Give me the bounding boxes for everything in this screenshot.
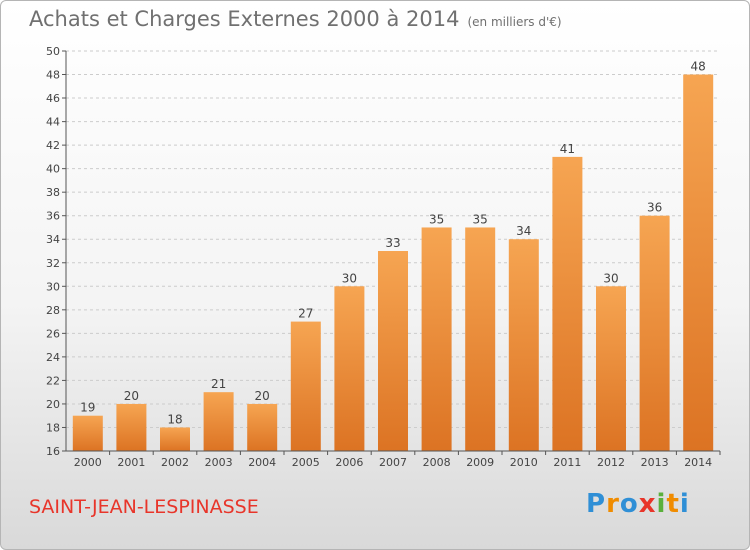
bar-2007	[378, 251, 408, 451]
x-tick-label: 2009	[466, 456, 494, 469]
value-label-2008: 35	[429, 212, 444, 226]
logo-letter: r	[606, 489, 620, 519]
bar-2000	[72, 415, 103, 451]
bar-2013	[639, 215, 670, 451]
bars: 19 20 18 21 20 27 30 33 35 35 34 41 30 36 48	[72, 60, 714, 451]
axes: 16 18 20 22 24 26 28 30 32 34 36 38 40 42 44 46 48 50 2000…	[46, 45, 721, 469]
value-label-2006: 30	[342, 271, 357, 285]
chart-subtitle: (en milliers d'€)	[467, 15, 562, 29]
y-tick-label: 38	[46, 186, 60, 199]
x-tick-label: 2002	[161, 456, 189, 469]
logo-letter: o	[619, 489, 639, 519]
value-label-2002: 18	[167, 412, 182, 426]
bar-2003	[203, 392, 234, 451]
y-tick-label: 26	[46, 327, 60, 340]
value-label-2003: 21	[211, 377, 226, 391]
y-tick-label: 34	[46, 233, 60, 246]
value-label-2013: 36	[647, 201, 662, 215]
y-tick-label: 24	[46, 351, 60, 364]
bar-2001	[116, 403, 147, 451]
bar-2006	[334, 286, 365, 451]
x-tick-label: 2000	[74, 456, 102, 469]
value-label-2010: 34	[516, 224, 531, 238]
y-tick-label: 22	[46, 374, 60, 387]
y-tick-label: 18	[46, 421, 60, 434]
x-tick-label: 2010	[510, 456, 538, 469]
logo-letter: x	[638, 489, 657, 519]
y-tick-label: 32	[46, 257, 60, 270]
chart-title: Achats et Charges Externes 2000 à 2014	[29, 7, 460, 31]
bar-2010	[508, 239, 539, 451]
value-label-2012: 30	[603, 271, 618, 285]
bar-2004	[247, 403, 278, 451]
x-tick-label: 2007	[379, 456, 407, 469]
x-tick-label: 2013	[641, 456, 669, 469]
x-tick-label: 2012	[597, 456, 625, 469]
value-label-2011: 41	[560, 142, 575, 156]
bar-2008	[421, 227, 452, 451]
y-tick-label: 16	[46, 445, 60, 458]
proxiti-logo: Proxiti	[586, 489, 690, 519]
y-tick-label: 44	[46, 116, 60, 129]
bar-2009	[465, 227, 496, 451]
bar-2011	[552, 156, 583, 451]
commune-name: SAINT-JEAN-LESPINASSE	[29, 496, 259, 518]
x-tick-label: 2003	[205, 456, 233, 469]
bar-2012	[596, 286, 626, 451]
y-tick-label: 46	[46, 92, 60, 105]
y-tick-label: 48	[46, 69, 60, 82]
y-tick-label: 50	[46, 45, 60, 58]
value-label-2007: 33	[385, 236, 400, 250]
logo-letter: i	[656, 489, 667, 519]
bar-2002	[160, 427, 190, 451]
value-label-2001: 20	[124, 389, 139, 403]
bar-2014	[683, 74, 714, 451]
y-tick-label: 40	[46, 163, 60, 176]
y-tick-label: 36	[46, 210, 60, 223]
value-label-2004: 20	[255, 389, 270, 403]
value-label-2000: 19	[80, 401, 95, 415]
y-tick-label: 20	[46, 398, 60, 411]
x-tick-label: 2014	[684, 456, 712, 469]
x-tick-label: 2004	[248, 456, 276, 469]
y-tick-label: 28	[46, 304, 60, 317]
logo-letter: P	[586, 489, 607, 519]
x-tick-label: 2011	[553, 456, 581, 469]
y-tick-label: 42	[46, 139, 60, 152]
logo-letter: i	[679, 489, 690, 519]
x-tick-label: 2008	[423, 456, 451, 469]
bar-2005	[290, 321, 321, 451]
x-tick-label: 2006	[335, 456, 363, 469]
logo-letter: t	[666, 489, 680, 519]
value-label-2009: 35	[473, 212, 488, 226]
x-tick-label: 2005	[292, 456, 320, 469]
title-row: Achats et Charges Externes 2000 à 2014 (e…	[29, 7, 562, 31]
x-tick-label: 2001	[117, 456, 145, 469]
value-label-2005: 27	[298, 307, 313, 321]
y-tick-label: 30	[46, 280, 60, 293]
value-label-2014: 48	[691, 60, 706, 74]
